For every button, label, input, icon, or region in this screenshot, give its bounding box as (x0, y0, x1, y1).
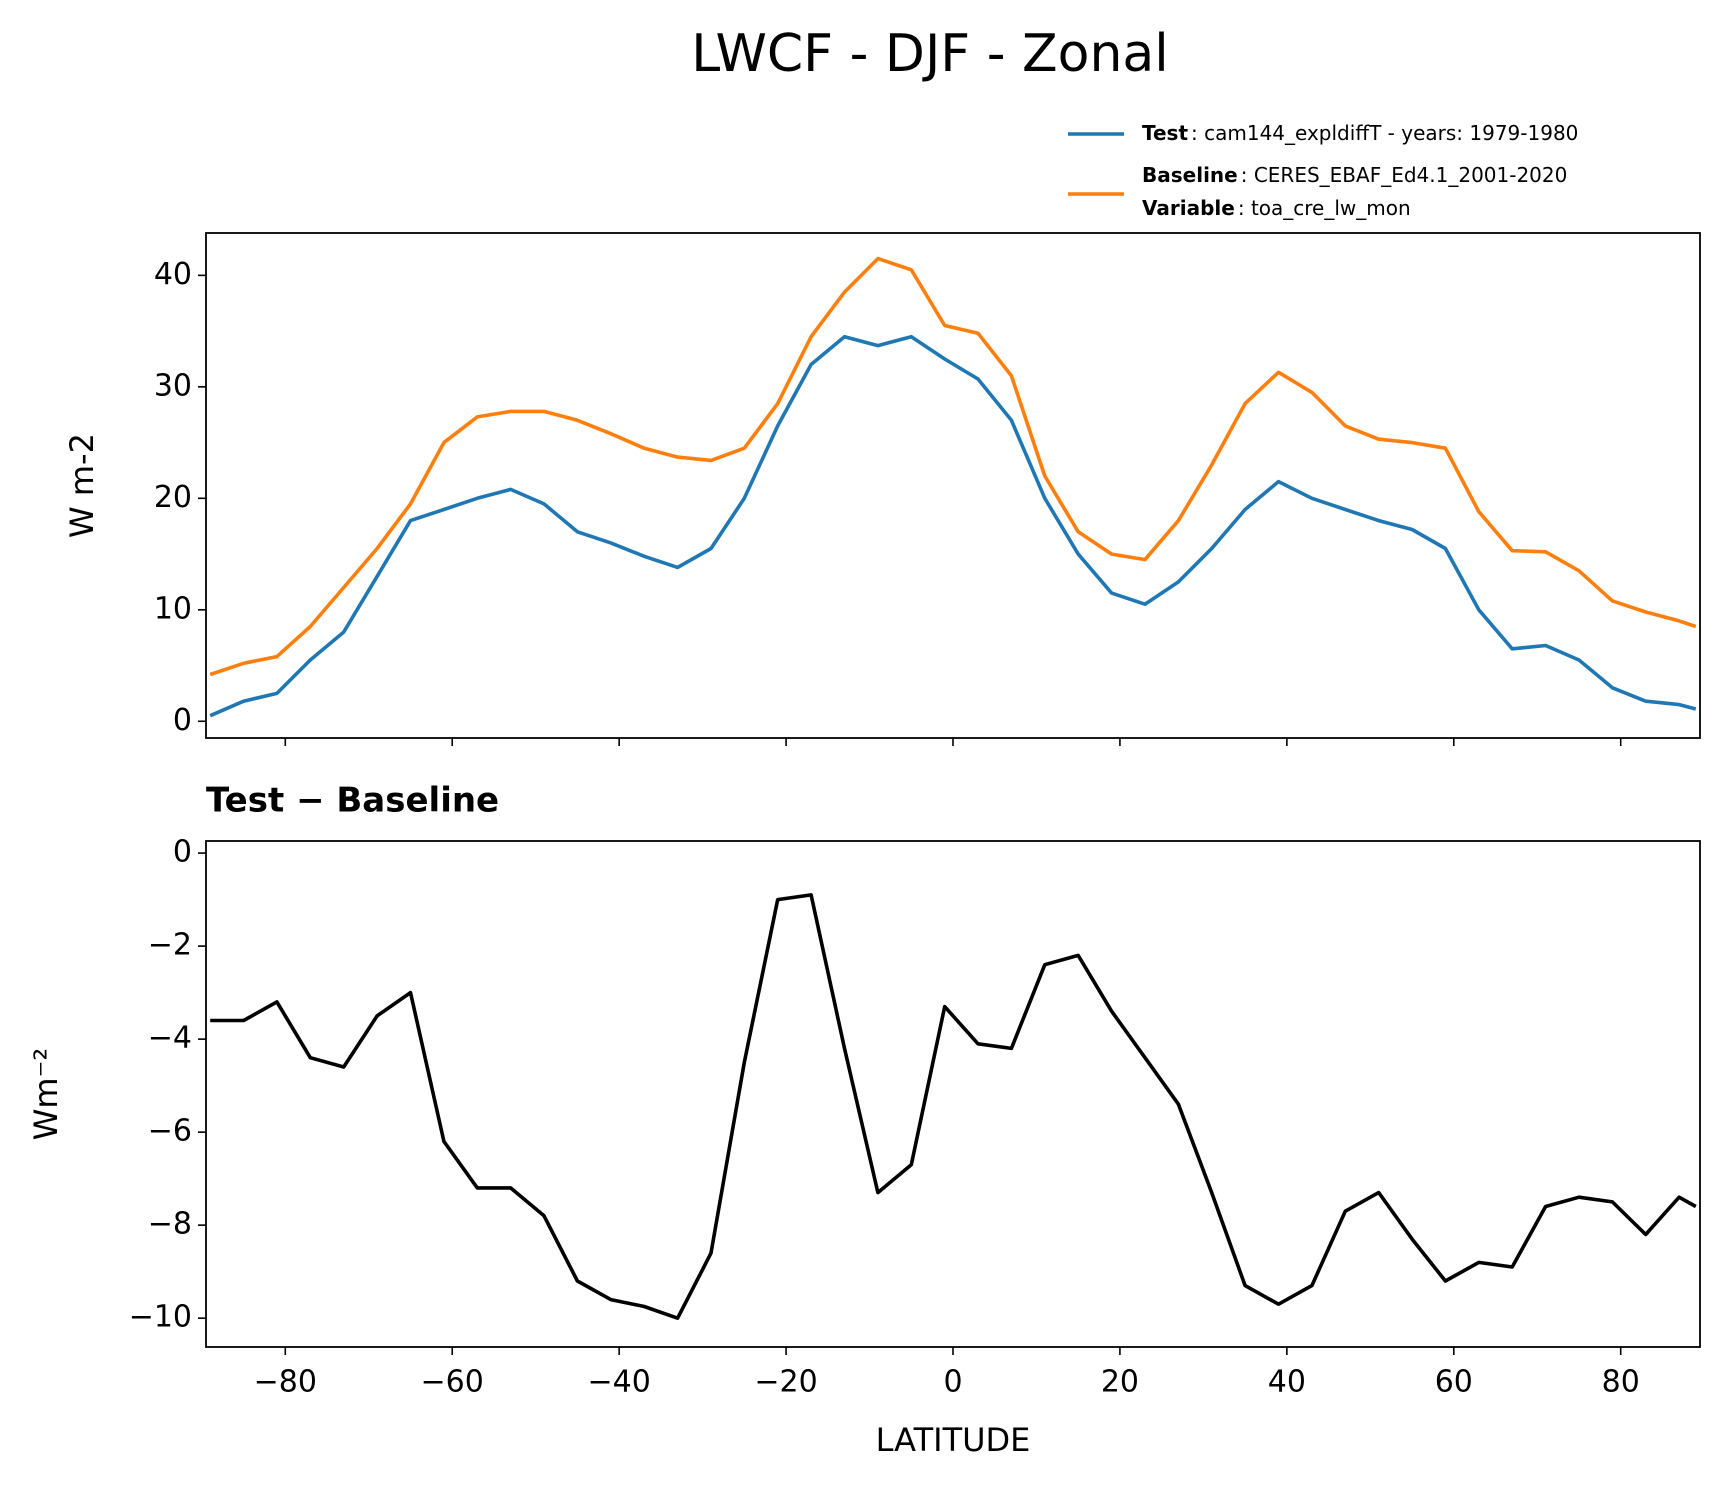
series-line (210, 893, 1697, 1320)
axes-frame (205, 840, 1701, 1348)
legend-label: Baseline: CERES_EBAF_Ed4.1_2001-2020 (1142, 163, 1567, 187)
y-tick-label: 0 (173, 835, 192, 870)
axes-frame (205, 232, 1701, 739)
legend-name: Baseline (1142, 163, 1238, 187)
x-tick-label: −20 (754, 1365, 817, 1400)
x-tick-label: 40 (1268, 1365, 1306, 1400)
x-tick-label: 0 (943, 1365, 962, 1400)
legend-detail: : CERES_EBAF_Ed4.1_2001-2020 (1241, 163, 1568, 187)
legend-label: Variable: toa_cre_lw_mon (1142, 196, 1411, 220)
y-tick-label: −4 (148, 1021, 192, 1056)
legend-label: Test: cam144_expldiffT - years: 1979-198… (1142, 121, 1578, 145)
x-tick-label: −60 (421, 1365, 484, 1400)
x-tick-label: −40 (587, 1365, 650, 1400)
y-tick-label: −6 (148, 1114, 192, 1149)
y-tick-label: 10 (154, 591, 192, 626)
x-tick-label: −80 (254, 1365, 317, 1400)
series-line (209, 334, 1697, 718)
x-tick-label: 80 (1602, 1365, 1640, 1400)
y-axis-label: Wm⁻² (27, 1048, 65, 1141)
y-tick-label: 20 (154, 480, 192, 515)
y-tick-label: −10 (129, 1300, 192, 1335)
x-tick-label: 20 (1101, 1365, 1139, 1400)
legend-variable-label: Variable (1142, 196, 1235, 220)
y-tick-label: 40 (154, 257, 192, 292)
y-axis-label: W m-2 (63, 433, 101, 538)
x-axis-label: LATITUDE (876, 1421, 1031, 1459)
series-line (209, 256, 1697, 677)
subplot-title: Test − Baseline (206, 781, 499, 821)
legend-name: Test (1142, 121, 1188, 145)
x-tick-label: 60 (1435, 1365, 1473, 1400)
y-tick-label: −8 (148, 1207, 192, 1242)
y-tick-label: 30 (154, 368, 192, 403)
y-tick-label: −2 (148, 928, 192, 963)
legend-detail: : cam144_expldiffT - years: 1979-1980 (1191, 121, 1578, 145)
legend-variable: : toa_cre_lw_mon (1238, 196, 1411, 220)
chart-title: LWCF - DJF - Zonal (691, 24, 1168, 84)
y-tick-label: 0 (173, 703, 192, 738)
